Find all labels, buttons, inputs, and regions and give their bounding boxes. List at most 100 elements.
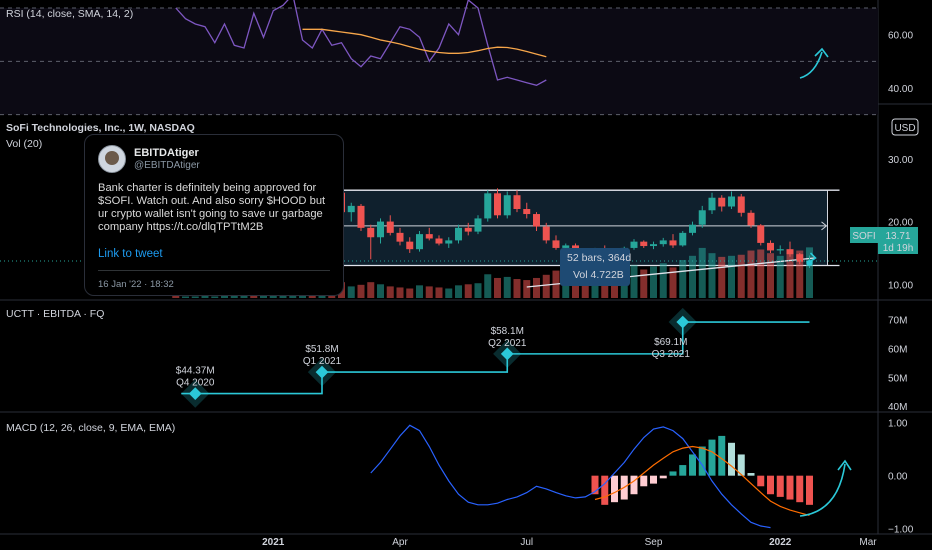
- candle-body[interactable]: [474, 218, 482, 232]
- candle-body[interactable]: [659, 240, 667, 245]
- candle-body[interactable]: [367, 227, 375, 238]
- candle-body[interactable]: [513, 195, 521, 210]
- rsi-ma-line[interactable]: [302, 28, 547, 58]
- candle-body[interactable]: [445, 240, 453, 244]
- volume-bar: [211, 296, 219, 298]
- macd-line[interactable]: [370, 424, 771, 529]
- price-title[interactable]: SoFi Technologies, Inc., 1W, NASDAQ: [6, 122, 195, 134]
- candle-body[interactable]: [630, 241, 638, 248]
- macd-histogram-bar: [786, 475, 794, 500]
- macd-pane[interactable]: [370, 424, 852, 529]
- ebitda-quarter-label: Q1 2021: [303, 356, 342, 367]
- price-axes[interactable]: 60.00 40.00 30.00 20.00 10.00 2021 Apr Jul Sep 20…: [262, 31, 914, 548]
- ebitda-value-label: $44.37M: [176, 366, 215, 377]
- volume-bar: [523, 280, 531, 298]
- candle-body[interactable]: [386, 221, 394, 233]
- candle-body[interactable]: [542, 226, 550, 241]
- symbol-label: SOFI: [852, 231, 875, 242]
- volume-bar: [513, 279, 521, 298]
- candle-body[interactable]: [747, 212, 755, 226]
- candle-body[interactable]: [698, 210, 706, 225]
- macd-histogram-bar: [640, 475, 648, 487]
- macd-tick-2: −1.00: [888, 525, 914, 536]
- candle-body[interactable]: [425, 234, 433, 239]
- candle-body[interactable]: [435, 238, 443, 244]
- candle-body[interactable]: [708, 197, 716, 211]
- candle-body[interactable]: [523, 209, 531, 215]
- candle-body[interactable]: [718, 197, 726, 207]
- candle-body[interactable]: [484, 193, 492, 219]
- candle-body[interactable]: [679, 232, 687, 246]
- volume-bar: [659, 263, 667, 298]
- ebitda-marker[interactable]: [500, 347, 514, 361]
- macd-histogram-bar: [806, 475, 813, 505]
- time-tick-4: 2022: [769, 537, 792, 548]
- candle-body[interactable]: [455, 227, 462, 241]
- candle-body[interactable]: [552, 240, 560, 248]
- volume-bar: [201, 295, 209, 298]
- rsi-line[interactable]: [175, 0, 547, 86]
- volume-bar: [435, 287, 443, 298]
- rsi-pane[interactable]: [0, 0, 878, 116]
- volume-bar: [698, 247, 706, 298]
- candle-body[interactable]: [562, 245, 570, 248]
- volume-arrow-head: [809, 252, 817, 263]
- volume-bar: [182, 296, 189, 298]
- candle-body[interactable]: [689, 224, 696, 233]
- volume-title: Vol (20): [6, 138, 42, 150]
- tweet-author-handle[interactable]: @EBITDAtiger: [134, 159, 200, 171]
- candle-body[interactable]: [533, 214, 540, 227]
- avatar[interactable]: [98, 145, 126, 173]
- macd-histogram-bar: [689, 454, 696, 476]
- signal-line[interactable]: [594, 445, 810, 516]
- rsi-title: RSI (14, close, SMA, 14, 2): [6, 8, 133, 20]
- candle-body[interactable]: [776, 249, 784, 251]
- ebitda-quarter-label: Q3 2021: [652, 349, 691, 360]
- volume-bar: [542, 274, 550, 298]
- candle-body[interactable]: [669, 240, 677, 246]
- candle-body[interactable]: [796, 254, 804, 262]
- candle-body[interactable]: [396, 232, 404, 242]
- tweet-embed[interactable]: EBITDAtiger @EBITDAtiger Bank charter is…: [84, 134, 344, 296]
- macd-arrow-annotation[interactable]: [799, 463, 846, 517]
- candle-body[interactable]: [728, 196, 735, 207]
- candle-body[interactable]: [650, 244, 657, 247]
- currency-button[interactable]: USD: [891, 118, 919, 136]
- volume-bar: [416, 285, 423, 298]
- macd-histogram-bar: [630, 475, 638, 495]
- tweet-link[interactable]: Link to tweet: [98, 248, 163, 260]
- range-volume: Vol 4.722B: [573, 269, 624, 281]
- candle-body[interactable]: [786, 249, 794, 255]
- candle-body[interactable]: [406, 241, 414, 250]
- rsi-arrow-head: [814, 47, 829, 58]
- macd-histogram-bar: [737, 454, 745, 476]
- candle-body[interactable]: [377, 221, 384, 238]
- tweet-header: EBITDAtiger @EBITDAtiger: [98, 145, 330, 173]
- candle-body[interactable]: [640, 241, 648, 247]
- candle-body[interactable]: [767, 242, 774, 251]
- candle-body[interactable]: [347, 205, 355, 213]
- ebitda-step-line[interactable]: [181, 321, 810, 395]
- ebitda-marker[interactable]: [188, 387, 202, 400]
- candle-body[interactable]: [464, 227, 472, 232]
- candle-body[interactable]: [494, 193, 501, 216]
- ebitda-marker[interactable]: [315, 365, 329, 379]
- rsi-arrow-annotation[interactable]: [799, 51, 823, 79]
- tweet-author-name[interactable]: EBITDAtiger: [134, 146, 199, 159]
- ebitda-value-label: $69.1M: [654, 337, 687, 348]
- volume-bar: [367, 282, 375, 298]
- macd-histogram-bar: [669, 471, 677, 476]
- candle-body[interactable]: [503, 195, 511, 216]
- candle-body[interactable]: [357, 205, 365, 228]
- bar-countdown: 1d 19h: [883, 243, 914, 254]
- ebitda-tick-2: 50M: [888, 373, 907, 384]
- candle-body[interactable]: [757, 225, 765, 243]
- macd-histogram-bar: [747, 473, 755, 476]
- candle-body[interactable]: [737, 196, 745, 213]
- volume-bar: [669, 267, 677, 298]
- volume-bar: [708, 253, 716, 298]
- candle-body[interactable]: [416, 234, 423, 250]
- volume-bar: [640, 269, 648, 298]
